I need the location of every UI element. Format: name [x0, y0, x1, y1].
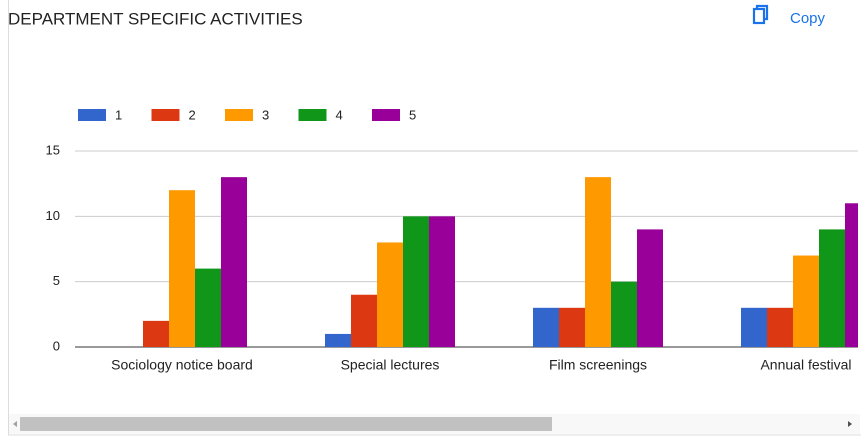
bar [377, 242, 403, 347]
bar [325, 333, 351, 347]
bar [585, 177, 611, 347]
copy-button[interactable]: Copy [752, 4, 826, 27]
legend-swatch [298, 109, 327, 121]
bar [429, 216, 455, 347]
bar [559, 307, 585, 347]
bar [845, 203, 858, 347]
scrollbar[interactable] [9, 414, 860, 434]
legend-label: 3 [262, 107, 269, 122]
x-tick-label: Annual festival [760, 357, 851, 373]
plot: 0 5 10 15 1 2 3 4 5 Sociology notice board Special… [46, 107, 858, 373]
bar [533, 307, 559, 347]
legend-label: 5 [409, 107, 416, 122]
scroll-thumb[interactable] [20, 417, 552, 431]
x-tick-label: Film screenings [549, 357, 647, 373]
bar [351, 294, 377, 347]
bar [767, 307, 793, 347]
x-tick-label: Special lectures [341, 357, 440, 373]
bar [819, 229, 845, 347]
bar [221, 177, 247, 347]
y-tick-label: 5 [53, 273, 60, 288]
legend-swatch [78, 109, 106, 121]
legend-label: 4 [336, 107, 343, 122]
legend-swatch [372, 109, 400, 121]
legend-swatch [225, 109, 253, 121]
legend-swatch [151, 109, 180, 121]
bar [611, 281, 637, 347]
copy-icon [755, 4, 769, 21]
y-tick-label: 10 [46, 208, 60, 223]
x-tick-label: Sociology notice board [111, 357, 253, 373]
legend-label: 1 [115, 107, 122, 122]
bar [793, 255, 819, 347]
legend-label: 2 [189, 107, 196, 122]
bar [741, 307, 767, 347]
bar [403, 216, 429, 347]
copy-icon [752, 7, 766, 25]
bar [169, 190, 195, 347]
copy-label: Copy [790, 10, 826, 27]
y-tick-label: 15 [46, 142, 60, 157]
scroll-right[interactable] [848, 421, 852, 427]
bar [195, 268, 221, 347]
scroll-left[interactable] [13, 421, 17, 427]
bar [637, 229, 663, 347]
card-frame [8, 0, 861, 436]
y-tick-label: 0 [53, 338, 60, 353]
chart-title: DEPARTMENT SPECIFIC ACTIVITIES [8, 9, 303, 28]
bar [143, 320, 169, 347]
